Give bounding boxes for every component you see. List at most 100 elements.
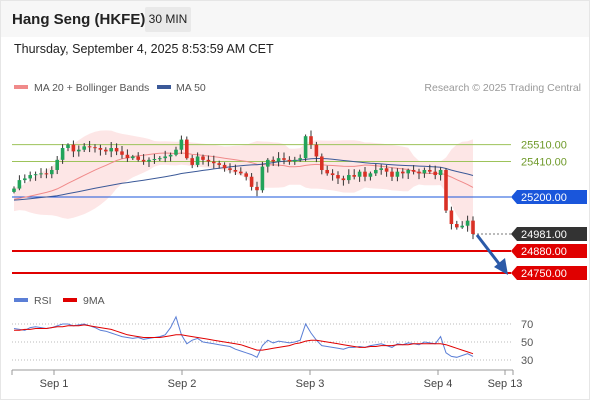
candle: [271, 156, 275, 166]
candle: [77, 145, 81, 157]
candle: [163, 150, 167, 163]
candle: [217, 160, 221, 169]
candle-body: [23, 178, 27, 181]
candle: [244, 171, 248, 181]
candle: [417, 168, 421, 180]
rsi-tick-label: 50: [521, 337, 533, 349]
candle: [212, 155, 216, 169]
candle: [93, 144, 97, 153]
candle-body: [141, 159, 146, 162]
candle-body: [109, 148, 113, 152]
candle: [352, 169, 356, 180]
candle-body: [395, 171, 400, 177]
level-label: 25200.00: [521, 192, 567, 204]
ma20-line: [13, 152, 474, 200]
candle: [222, 162, 227, 172]
candle: [422, 167, 427, 178]
moving-averages: [13, 152, 474, 201]
candle-body: [271, 159, 275, 162]
candle-body: [417, 171, 421, 174]
candle-body: [260, 166, 265, 191]
candle: [60, 144, 65, 164]
candle: [449, 206, 454, 230]
ma50-legend-swatch: [157, 85, 171, 89]
candle: [276, 152, 281, 167]
candle: [71, 140, 76, 158]
candle: [190, 154, 194, 169]
candle: [471, 216, 475, 240]
ma50-legend-label: MA 50: [176, 82, 206, 94]
candle-body: [401, 171, 405, 174]
timestamp: Thursday, September 4, 2025 8:53:59 AM C…: [14, 42, 274, 56]
candle: [233, 164, 238, 176]
rsi-panel: 70 50 30: [12, 315, 533, 367]
candle: [141, 154, 146, 165]
candle-body: [330, 173, 335, 176]
level-labels: 25510.00 25410.00 25200.00 24981.00 24880.00…: [511, 140, 587, 280]
candle: [87, 140, 92, 153]
level-tag-resistance: 25510.00: [521, 140, 567, 152]
candle-body: [12, 188, 16, 192]
candle: [55, 156, 59, 175]
candle: [255, 181, 259, 197]
candle: [179, 135, 184, 155]
candle-body: [136, 156, 140, 160]
research-credit: Research © 2025 Trading Central: [424, 82, 581, 94]
candle: [152, 154, 157, 164]
candle: [39, 168, 43, 179]
candle: [168, 152, 173, 162]
candle: [444, 168, 448, 214]
interval-button[interactable]: 30 MIN: [145, 7, 191, 32]
candle-body: [104, 149, 108, 152]
candle-body: [185, 139, 189, 159]
chart-header: Hang Seng (HKFE) 30 MIN: [1, 1, 589, 37]
candle-body: [195, 156, 200, 165]
rsi-ma-legend-swatch: [63, 298, 77, 302]
candle-body: [374, 169, 378, 174]
candle: [120, 145, 124, 159]
candle-body: [87, 146, 92, 148]
candle: [228, 163, 232, 174]
candle-body: [152, 159, 157, 160]
candle-body: [325, 169, 329, 174]
candle: [341, 175, 346, 186]
candle-body: [206, 159, 211, 162]
candle-body: [222, 164, 227, 169]
bollinger-fill: [14, 130, 473, 236]
candle: [433, 165, 437, 180]
candle: [395, 168, 400, 182]
candle-body: [449, 210, 454, 225]
candle: [401, 168, 405, 179]
candle-body: [255, 186, 259, 191]
candle: [330, 169, 335, 181]
candle: [384, 165, 389, 177]
candle-body: [131, 156, 135, 159]
ma50-line: [13, 158, 474, 201]
rsi-tick-label: 30: [521, 355, 533, 367]
candle-body: [39, 173, 43, 175]
candle-body: [363, 171, 367, 177]
candle-body: [368, 173, 373, 177]
ma20-legend-label: MA 20 + Bollinger Bands: [34, 82, 149, 94]
candle-body: [314, 144, 319, 157]
candle: [147, 157, 151, 168]
forecast-arrow-head: [494, 258, 508, 275]
candle: [239, 167, 243, 176]
candle: [131, 154, 135, 160]
candle: [266, 158, 270, 173]
candle: [249, 173, 254, 191]
candle-body: [114, 148, 119, 152]
level-tag-support: 24880.00: [511, 244, 587, 259]
candle-body: [460, 225, 464, 228]
candle: [136, 152, 140, 162]
level-label: 25410.00: [521, 157, 567, 169]
candle: [158, 156, 162, 162]
level-tag-bg: [511, 244, 587, 259]
candle: [357, 169, 362, 182]
x-axis-label: Sep 3: [296, 378, 325, 390]
candle-body: [428, 169, 432, 172]
x-axis-label: Sep 1: [40, 378, 69, 390]
candle-body: [120, 151, 124, 155]
candle-body: [249, 176, 254, 187]
